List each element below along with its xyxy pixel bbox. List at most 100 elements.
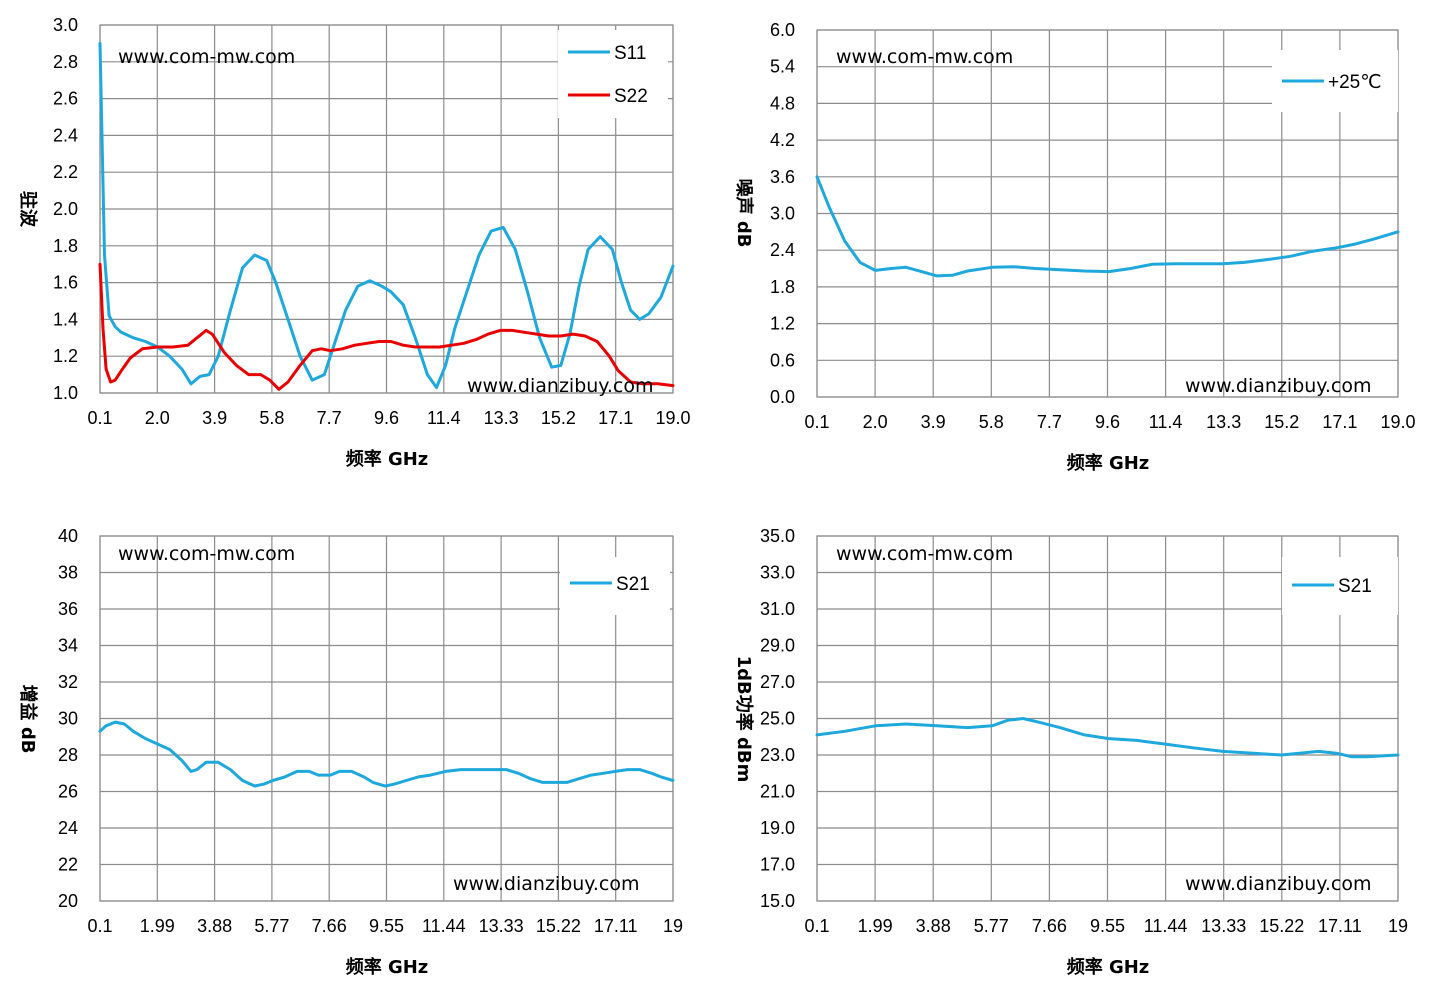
y-axis-label: 1dB功率 dBm [733, 656, 755, 783]
y-tick-label: 0.0 [770, 387, 795, 407]
y-tick-label: 3.0 [770, 204, 795, 224]
y-tick-label: 1.8 [53, 236, 78, 256]
x-tick-label: 5.77 [254, 916, 289, 936]
y-tick-label: 5.4 [770, 57, 795, 77]
y-tick-label: 40 [58, 526, 78, 546]
chart-p1db: 0.1 1.99 3.88 5.77 7.66 9.55 11.44 13.33 15.22 17… [733, 526, 1408, 978]
y-axis-label: 噪声 dB [733, 179, 755, 248]
y-tick-label: 6.0 [770, 20, 795, 40]
legend-box [560, 557, 670, 615]
x-tick-label: 9.6 [374, 408, 399, 428]
y-tick-label: 31.0 [760, 599, 795, 619]
x-tick-label: 15.2 [1264, 412, 1299, 432]
x-tick-label: 2.0 [863, 412, 888, 432]
y-tick-label: 1.6 [53, 273, 78, 293]
plot-area-border [816, 535, 1399, 902]
x-tick-label: 7.7 [1037, 412, 1062, 432]
x-tick-label: 11.4 [427, 408, 461, 428]
x-tick-label: 11.44 [1144, 916, 1188, 936]
y-tick-label: 2.6 [53, 89, 78, 109]
y-tick-label: 21.0 [760, 782, 795, 802]
x-tick-label: 0.1 [804, 412, 829, 432]
x-tick-label: 17.11 [1318, 916, 1362, 936]
legend-entry-label: S22 [614, 86, 648, 107]
x-tick-label: 1.99 [858, 916, 893, 936]
watermark-text: www.dianzibuy.com [453, 873, 639, 895]
chart-vswr: 0.1 2.0 3.9 5.8 7.7 9.6 11.4 13.3 15.2 17.1 19.0 1.… [17, 15, 691, 470]
series-line-S21 [815, 717, 1400, 759]
x-tick-label: 13.3 [1206, 412, 1241, 432]
x-tick-label: 1.99 [140, 916, 175, 936]
watermark-text: www.dianzibuy.com [1185, 375, 1371, 397]
x-axis-label: 频率 GHz [1067, 956, 1150, 978]
watermark-text: www.com-mw.com [836, 543, 1013, 565]
y-tick-label: 1.2 [770, 314, 795, 334]
x-tick-label: 3.88 [916, 916, 951, 936]
x-tick-label: 11.4 [1149, 412, 1183, 432]
series-line-S22 [98, 262, 675, 391]
y-axis-label: 驻波 [17, 191, 39, 228]
y-tick-label: 36 [58, 599, 78, 619]
x-tick-label: 5.8 [259, 408, 284, 428]
y-tick-label: 4.8 [770, 93, 795, 113]
x-tick-label: 5.77 [974, 916, 1009, 936]
series-line-+25℃ [815, 175, 1400, 278]
y-tick-label: 17.0 [760, 855, 795, 875]
plot-area-border [99, 24, 674, 394]
y-tick-label: 2.2 [53, 162, 78, 182]
x-tick-label: 13.33 [479, 916, 524, 936]
x-tick-label: 3.9 [202, 408, 227, 428]
y-axis-label: 增益 dB [17, 685, 39, 754]
chart-gain: 0.1 1.99 3.88 5.77 7.66 9.55 11.44 13.33 15.22 17… [17, 526, 683, 978]
x-tick-label: 19.0 [1380, 412, 1415, 432]
chart-noise: 0.1 2.0 3.9 5.8 7.7 9.6 11.4 13.3 15.2 17.1 19.0 0.… [733, 20, 1416, 474]
y-tick-label: 19.0 [760, 818, 795, 838]
watermark-text: www.com-mw.com [118, 46, 295, 68]
x-tick-label: 0.1 [804, 916, 829, 936]
x-tick-label: 5.8 [979, 412, 1004, 432]
x-tick-label: 9.6 [1095, 412, 1120, 432]
watermark-text: www.dianzibuy.com [467, 375, 653, 397]
y-tick-label: 29.0 [760, 636, 795, 656]
x-tick-label: 19 [663, 916, 683, 936]
x-tick-label: 7.7 [317, 408, 342, 428]
x-axis-label: 频率 GHz [346, 448, 429, 470]
y-tick-label: 33.0 [760, 563, 795, 583]
y-tick-label: 0.6 [770, 350, 795, 370]
x-tick-label: 15.22 [1259, 916, 1304, 936]
plot-area-border [99, 535, 674, 902]
legend: +25℃ [1272, 50, 1398, 112]
legend-entry-label: +25℃ [1328, 72, 1382, 93]
y-tick-label: 27.0 [760, 672, 795, 692]
y-tick-label: 3.0 [53, 15, 78, 35]
y-tick-label: 26 [58, 782, 78, 802]
watermark-text: www.com-mw.com [118, 543, 295, 565]
x-tick-label: 7.66 [1032, 916, 1067, 936]
y-tick-label: 24 [58, 818, 78, 838]
y-tick-label: 1.0 [53, 383, 78, 403]
x-tick-label: 17.11 [594, 916, 638, 936]
x-axis-label: 频率 GHz [1067, 452, 1150, 474]
y-tick-label: 22 [58, 855, 78, 875]
y-tick-label: 1.2 [53, 346, 78, 366]
y-tick-label: 2.4 [53, 125, 78, 145]
x-tick-label: 0.1 [87, 916, 112, 936]
y-tick-label: 23.0 [760, 745, 795, 765]
y-tick-label: 1.4 [53, 309, 78, 329]
y-tick-label: 20 [58, 891, 78, 911]
y-tick-label: 38 [58, 563, 78, 583]
y-tick-label: 30 [58, 709, 78, 729]
y-tick-label: 3.6 [770, 167, 795, 187]
legend-entry-label: S21 [616, 574, 650, 595]
legend-entry-label: S11 [614, 43, 646, 64]
legend: S21 [560, 557, 670, 615]
series-line-S21 [98, 720, 675, 788]
x-axis-label: 频率 GHz [346, 956, 429, 978]
x-tick-label: 17.1 [598, 408, 633, 428]
x-tick-label: 2.0 [145, 408, 170, 428]
x-tick-label: 3.88 [197, 916, 232, 936]
x-tick-label: 13.33 [1201, 916, 1246, 936]
watermark-text: www.dianzibuy.com [1185, 873, 1371, 895]
y-tick-label: 28 [58, 745, 78, 765]
